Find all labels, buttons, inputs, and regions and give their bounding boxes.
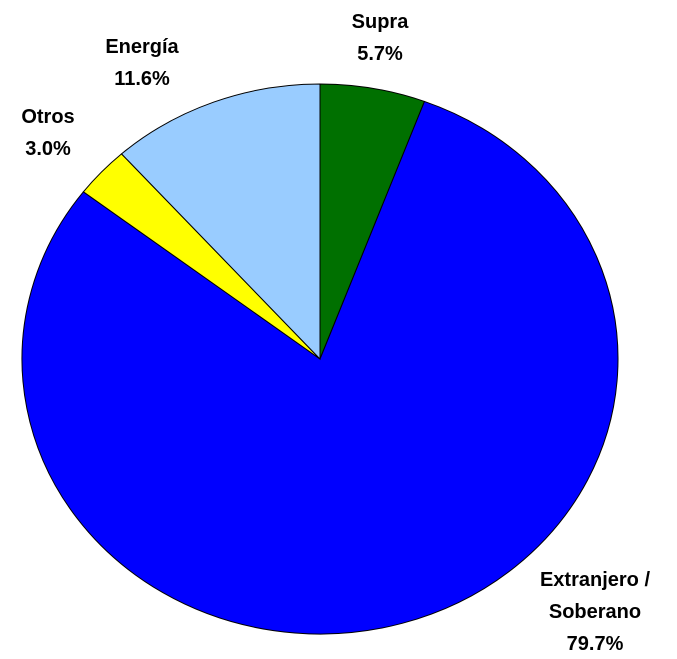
category-name: Supra: [351, 11, 409, 33]
value-label: 5.7%: [357, 43, 403, 65]
slice-label: Otros 3.0%: [0, 101, 96, 165]
value-label: 79.7%: [566, 633, 624, 655]
slice-label: Extranjero / Soberano 79.7%: [520, 564, 670, 659]
category-name: Extranjero / Soberano: [539, 569, 651, 623]
slice-label: Energía 11.6%: [80, 31, 204, 95]
value-label: 11.6%: [114, 68, 170, 90]
category-name: Otros: [21, 106, 75, 128]
value-label: 3.0%: [25, 138, 71, 160]
slice-label: Supra 5.7%: [330, 6, 430, 70]
category-name: Energía: [105, 36, 179, 58]
pie-slice: [21, 100, 619, 635]
pie-slice: [120, 83, 321, 361]
